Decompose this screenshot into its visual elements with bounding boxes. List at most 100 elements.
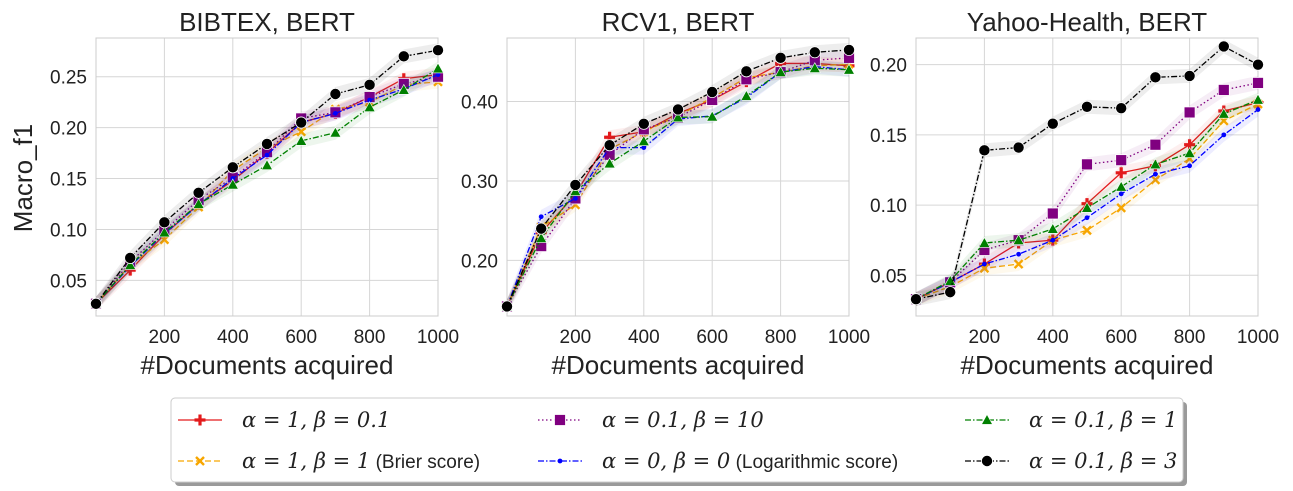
y-tick-label: 0.15 — [870, 126, 907, 147]
data-point — [573, 196, 578, 201]
data-point — [295, 116, 308, 129]
x-tick-label: 1000 — [828, 327, 870, 348]
data-point — [260, 137, 273, 150]
y-tick-label: 0.10 — [50, 220, 87, 241]
data-point — [124, 264, 136, 276]
data-point — [641, 145, 647, 151]
data-point — [1184, 139, 1196, 151]
data-point — [192, 186, 205, 199]
data-point — [1251, 93, 1265, 105]
data-point — [740, 89, 753, 101]
data-point — [1217, 107, 1230, 119]
x-tick-label: 200 — [560, 327, 592, 348]
data-point — [192, 197, 205, 209]
x-tick-label: 600 — [1105, 327, 1137, 348]
series-line — [915, 82, 1259, 300]
data-point — [637, 135, 650, 146]
data-point — [1046, 207, 1059, 220]
data-point — [296, 126, 307, 137]
panel-bibtex: BIBTEX, BERT #Documents acquired Macro_f… — [8, 7, 459, 380]
plot-frame — [95, 37, 439, 317]
x-tick-label: 800 — [765, 327, 797, 348]
series-line — [506, 67, 850, 307]
data-point — [1115, 167, 1127, 179]
confidence-band — [507, 50, 849, 314]
data-point — [1046, 117, 1059, 130]
data-point — [978, 144, 991, 157]
data-point — [397, 50, 410, 63]
y-tick-label: 0.20 — [870, 56, 907, 77]
plot-frame — [915, 37, 1259, 317]
legend: α = 1, β = 0.1 α = 1, β = 1 (Brier score)… — [170, 397, 1187, 486]
series-line — [95, 81, 439, 305]
data-point — [1221, 132, 1227, 138]
data-point — [329, 126, 342, 138]
data-point — [808, 46, 821, 59]
data-point — [910, 293, 923, 306]
data-point — [195, 456, 205, 466]
x-tick-label: 400 — [628, 327, 660, 348]
data-point — [1118, 191, 1124, 197]
y-tick-label: 0.10 — [870, 196, 907, 217]
series-line — [95, 76, 439, 305]
data-point — [1013, 259, 1024, 269]
series-a01_b10 — [910, 75, 1264, 307]
data-point — [1046, 222, 1059, 234]
data-point — [295, 134, 308, 146]
series-line — [506, 62, 850, 307]
data-point — [1149, 71, 1162, 84]
grid — [96, 38, 439, 316]
data-point — [1217, 40, 1230, 53]
series-a1_b1 — [91, 74, 443, 311]
data-point — [1149, 138, 1162, 151]
data-point — [1016, 251, 1021, 257]
y-tick-label: 0.40 — [461, 93, 498, 114]
y-tick-label: 0.20 — [461, 251, 498, 272]
x-tick-label: 1000 — [417, 327, 459, 348]
data-point — [1050, 237, 1056, 243]
data-point — [740, 65, 753, 78]
series-line — [915, 45, 1259, 300]
data-point — [1183, 69, 1196, 82]
series-a01_b1 — [89, 61, 445, 311]
x-axis-label: #Documents acquired — [961, 350, 1214, 380]
data-point — [774, 66, 787, 77]
data-point — [226, 161, 239, 174]
data-point — [1012, 141, 1025, 154]
confidence-band — [507, 59, 849, 314]
legend-item: α = 1, β = 1 (Brier score) — [178, 449, 480, 473]
data-point — [1081, 158, 1093, 171]
data-point — [842, 63, 856, 75]
legend-label: α = 1, β = 1 (Brier score) — [242, 449, 480, 473]
legend-item: α = 0.1, β = 1 — [965, 408, 1177, 432]
legend-box — [170, 397, 1184, 483]
legend-label: α = 0.1, β = 10 — [602, 408, 764, 432]
series-line — [95, 74, 439, 305]
data-point — [554, 414, 566, 426]
y-tick-label: 0.20 — [50, 119, 87, 140]
y-tick-label: 0.30 — [461, 172, 498, 193]
x-tick-label: 800 — [1174, 327, 1206, 348]
data-point — [333, 110, 338, 116]
data-point — [1115, 102, 1128, 115]
data-point — [706, 110, 719, 122]
series-line — [506, 63, 850, 307]
legend-item: α = 0.1, β = 3 — [965, 449, 1177, 473]
data-point — [569, 178, 582, 191]
series-a1_b01 — [501, 56, 855, 314]
legend-label: α = 1, β = 0.1 — [242, 408, 390, 432]
data-point — [1183, 106, 1196, 119]
x-tick-label: 1000 — [1237, 327, 1279, 348]
data-point — [672, 103, 685, 116]
data-point — [1116, 203, 1127, 213]
data-point — [1187, 163, 1192, 169]
series-line — [915, 103, 1259, 300]
confidence-band — [96, 74, 438, 311]
data-point — [1084, 215, 1090, 221]
data-point — [363, 101, 376, 112]
data-point — [535, 232, 548, 243]
data-point — [671, 111, 685, 123]
data-point — [1252, 58, 1265, 71]
plot-frame — [506, 37, 850, 317]
